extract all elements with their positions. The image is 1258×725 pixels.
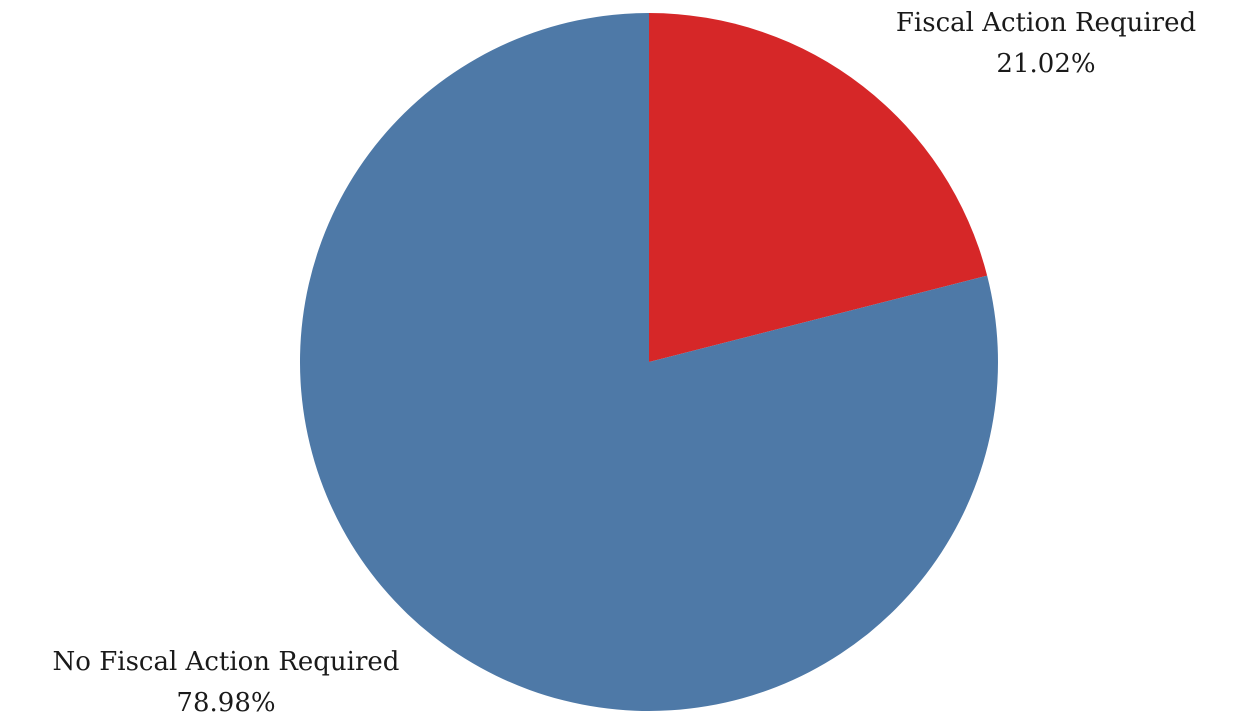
pie-slice-fiscal-action-required	[649, 13, 988, 362]
pie-slice-no-fiscal-action-required	[299, 13, 998, 711]
slice-value-no-fiscal-action-required: 78.98%	[176, 688, 275, 718]
slice-label-no-fiscal-action-required: No Fiscal Action Required	[53, 647, 400, 677]
slice-value-fiscal-action-required: 21.02%	[996, 49, 1095, 79]
slice-label-fiscal-action-required: Fiscal Action Required	[896, 8, 1196, 38]
pie-slices	[299, 13, 998, 711]
pie-labels: Fiscal Action Required 21.02% No Fiscal …	[53, 8, 1197, 718]
